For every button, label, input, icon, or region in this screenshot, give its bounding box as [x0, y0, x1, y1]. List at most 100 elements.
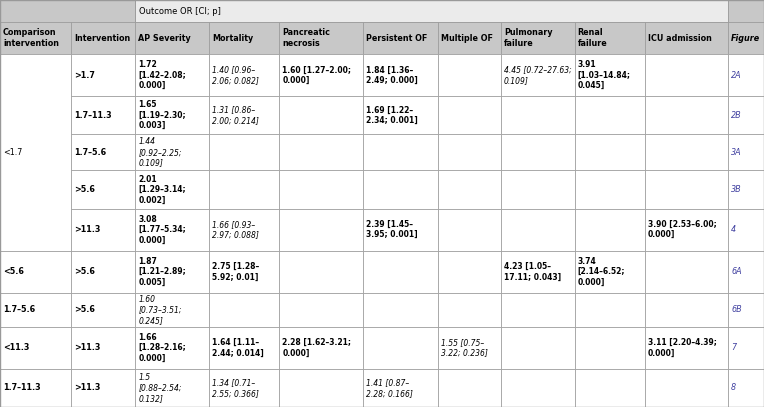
- Bar: [71, 171, 135, 208]
- Bar: [575, 327, 645, 369]
- Text: Persistent OF: Persistent OF: [366, 34, 427, 43]
- Bar: [501, 327, 575, 369]
- Text: 3.90 [2.53–6.00;
0.000]: 3.90 [2.53–6.00; 0.000]: [648, 220, 717, 239]
- Bar: [209, 327, 280, 369]
- Text: >11.3: >11.3: [74, 383, 100, 392]
- Bar: [363, 293, 439, 327]
- Bar: [209, 208, 280, 251]
- Bar: [728, 208, 764, 251]
- Text: ICU admission: ICU admission: [648, 34, 711, 43]
- Text: 1.5
[0.88–2.54;
0.132]: 1.5 [0.88–2.54; 0.132]: [138, 373, 182, 403]
- Bar: [135, 327, 209, 369]
- Bar: [135, 134, 209, 171]
- Text: 3.11 [2.20–4.39;
0.000]: 3.11 [2.20–4.39; 0.000]: [648, 338, 717, 358]
- Text: 2.39 [1.45–
3.95; 0.001]: 2.39 [1.45– 3.95; 0.001]: [366, 220, 417, 239]
- Text: 1.7–5.6: 1.7–5.6: [74, 148, 106, 157]
- Bar: [71, 96, 135, 134]
- Bar: [135, 208, 209, 251]
- Bar: [645, 134, 728, 171]
- Bar: [501, 54, 575, 96]
- Text: 1.34 [0.71–
2.55; 0.366]: 1.34 [0.71– 2.55; 0.366]: [212, 378, 259, 398]
- Text: 1.87
[1.21–2.89;
0.005]: 1.87 [1.21–2.89; 0.005]: [138, 257, 186, 287]
- Bar: [728, 369, 764, 407]
- Bar: [575, 96, 645, 134]
- Text: 3.91
[1.03–14.84;
0.045]: 3.91 [1.03–14.84; 0.045]: [578, 60, 630, 90]
- Text: 3B: 3B: [731, 185, 742, 194]
- Bar: [209, 293, 280, 327]
- Bar: [439, 293, 501, 327]
- Bar: [135, 0, 728, 22]
- Bar: [575, 293, 645, 327]
- Bar: [439, 171, 501, 208]
- Bar: [209, 369, 280, 407]
- Bar: [501, 251, 575, 293]
- Text: 6A: 6A: [731, 267, 742, 276]
- Text: 1.84 [1.36–
2.49; 0.000]: 1.84 [1.36– 2.49; 0.000]: [366, 66, 417, 85]
- Bar: [575, 134, 645, 171]
- Bar: [280, 369, 363, 407]
- Bar: [439, 96, 501, 134]
- Text: 4.23 [1.05–
17.11; 0.043]: 4.23 [1.05– 17.11; 0.043]: [503, 262, 561, 281]
- Bar: [645, 171, 728, 208]
- Bar: [728, 0, 764, 22]
- Text: >1.7: >1.7: [74, 71, 95, 80]
- Text: 7: 7: [731, 344, 736, 352]
- Bar: [363, 208, 439, 251]
- Bar: [280, 171, 363, 208]
- Bar: [71, 134, 135, 171]
- Bar: [280, 327, 363, 369]
- Bar: [439, 22, 501, 54]
- Text: 1.66 [0.93–
2.97; 0.088]: 1.66 [0.93– 2.97; 0.088]: [212, 220, 259, 239]
- Bar: [71, 22, 135, 54]
- Text: 3.08
[1.77–5.34;
0.000]: 3.08 [1.77–5.34; 0.000]: [138, 214, 186, 245]
- Bar: [728, 96, 764, 134]
- Text: Mortality: Mortality: [212, 34, 254, 43]
- Text: Pancreatic
necrosis: Pancreatic necrosis: [282, 28, 330, 48]
- Text: 1.55 [0.75–
3.22; 0.236]: 1.55 [0.75– 3.22; 0.236]: [442, 338, 488, 358]
- Text: AP Severity: AP Severity: [138, 34, 191, 43]
- Text: 1.69 [1.22–
2.34; 0.001]: 1.69 [1.22– 2.34; 0.001]: [366, 105, 417, 125]
- Bar: [0, 327, 71, 369]
- Bar: [645, 54, 728, 96]
- Text: Figure: Figure: [731, 34, 760, 43]
- Bar: [363, 369, 439, 407]
- Bar: [135, 293, 209, 327]
- Text: Multiple OF: Multiple OF: [442, 34, 494, 43]
- Bar: [575, 251, 645, 293]
- Text: 4: 4: [731, 225, 736, 234]
- Bar: [645, 208, 728, 251]
- Text: 8: 8: [731, 383, 736, 392]
- Bar: [575, 54, 645, 96]
- Bar: [439, 327, 501, 369]
- Bar: [135, 22, 209, 54]
- Bar: [135, 171, 209, 208]
- Bar: [71, 251, 135, 293]
- Bar: [363, 171, 439, 208]
- Bar: [728, 293, 764, 327]
- Bar: [71, 54, 135, 96]
- Bar: [728, 171, 764, 208]
- Text: 3.74
[2.14–6.52;
0.000]: 3.74 [2.14–6.52; 0.000]: [578, 257, 625, 287]
- Text: Intervention: Intervention: [74, 34, 130, 43]
- Bar: [0, 22, 71, 54]
- Bar: [645, 369, 728, 407]
- Text: 1.40 [0.96–
2.06; 0.082]: 1.40 [0.96– 2.06; 0.082]: [212, 66, 259, 85]
- Bar: [363, 96, 439, 134]
- Text: 1.7–11.3: 1.7–11.3: [3, 383, 40, 392]
- Bar: [280, 134, 363, 171]
- Bar: [728, 134, 764, 171]
- Text: Renal
failure: Renal failure: [578, 28, 607, 48]
- Bar: [363, 327, 439, 369]
- Text: 1.65
[1.19–2.30;
0.003]: 1.65 [1.19–2.30; 0.003]: [138, 101, 186, 130]
- Bar: [363, 251, 439, 293]
- Text: 1.60
[0.73–3.51;
0.245]: 1.60 [0.73–3.51; 0.245]: [138, 295, 182, 325]
- Text: 6B: 6B: [731, 305, 742, 314]
- Bar: [501, 134, 575, 171]
- Bar: [135, 54, 209, 96]
- Text: 2B: 2B: [731, 111, 742, 120]
- Bar: [0, 369, 71, 407]
- Text: 2.28 [1.62–3.21;
0.000]: 2.28 [1.62–3.21; 0.000]: [282, 338, 351, 358]
- Bar: [209, 171, 280, 208]
- Text: Pulmonary
failure: Pulmonary failure: [503, 28, 552, 48]
- Bar: [439, 208, 501, 251]
